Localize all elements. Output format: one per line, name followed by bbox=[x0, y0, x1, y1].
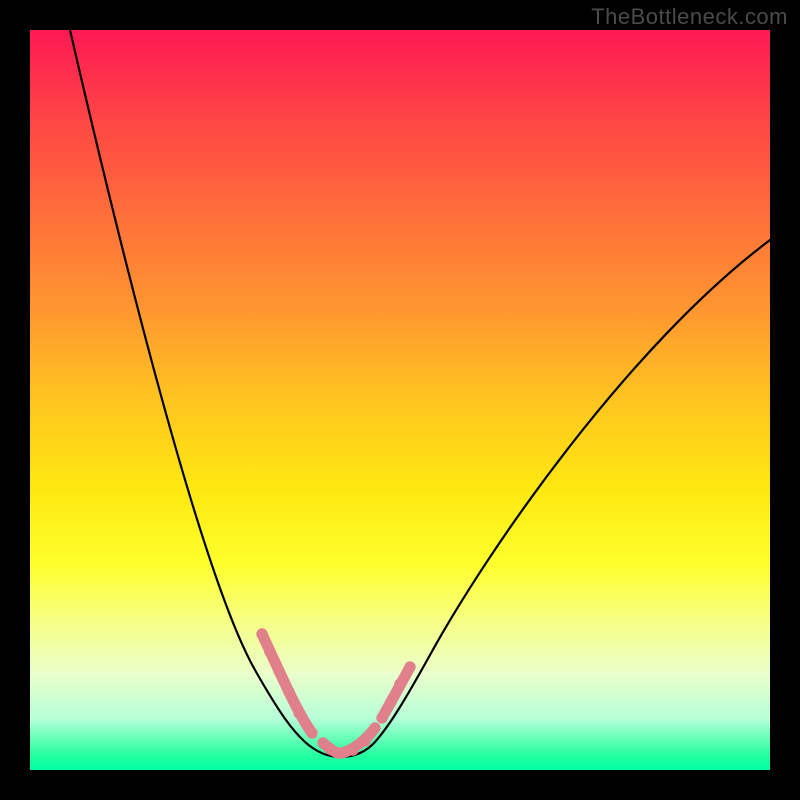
highlight-dot bbox=[256, 628, 267, 639]
highlight-dot bbox=[385, 696, 396, 707]
highlight-dot bbox=[293, 707, 304, 718]
highlight-dot bbox=[359, 735, 370, 746]
highlight-dot bbox=[404, 661, 415, 672]
chart-svg bbox=[30, 30, 770, 770]
highlight-dot bbox=[369, 722, 380, 733]
watermark-text: TheBottleneck.com bbox=[591, 4, 788, 30]
highlight-dot bbox=[376, 712, 387, 723]
highlight-dot bbox=[394, 678, 405, 689]
highlight-dot bbox=[264, 646, 275, 657]
plot-area bbox=[30, 30, 770, 770]
bottleneck-curve bbox=[70, 30, 770, 757]
chart-container: TheBottleneck.com bbox=[0, 0, 800, 800]
highlight-dot bbox=[273, 665, 284, 676]
overlay-seg-4 bbox=[382, 667, 410, 718]
highlight-dot bbox=[347, 744, 358, 755]
highlight-dot bbox=[283, 686, 294, 697]
highlight-dot bbox=[336, 747, 347, 758]
highlight-dot bbox=[306, 727, 317, 738]
